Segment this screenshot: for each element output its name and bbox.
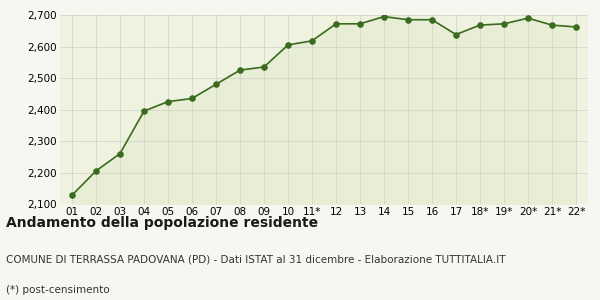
Point: [259, 64, 269, 69]
Point: [403, 17, 413, 22]
Point: [235, 68, 245, 73]
Point: [139, 109, 149, 113]
Point: [547, 23, 557, 28]
Point: [475, 23, 485, 28]
Point: [355, 21, 365, 26]
Point: [163, 99, 173, 104]
Point: [451, 32, 461, 37]
Point: [91, 169, 101, 173]
Point: [211, 82, 221, 87]
Point: [187, 96, 197, 101]
Point: [331, 21, 341, 26]
Point: [283, 43, 293, 47]
Text: Andamento della popolazione residente: Andamento della popolazione residente: [6, 216, 318, 230]
Point: [307, 38, 317, 43]
Point: [499, 21, 509, 26]
Point: [571, 25, 581, 29]
Point: [379, 14, 389, 19]
Point: [67, 193, 77, 198]
Text: COMUNE DI TERRASSA PADOVANA (PD) - Dati ISTAT al 31 dicembre - Elaborazione TUTT: COMUNE DI TERRASSA PADOVANA (PD) - Dati …: [6, 255, 505, 265]
Point: [427, 17, 437, 22]
Text: (*) post-censimento: (*) post-censimento: [6, 285, 110, 295]
Point: [115, 151, 125, 156]
Point: [523, 16, 533, 21]
